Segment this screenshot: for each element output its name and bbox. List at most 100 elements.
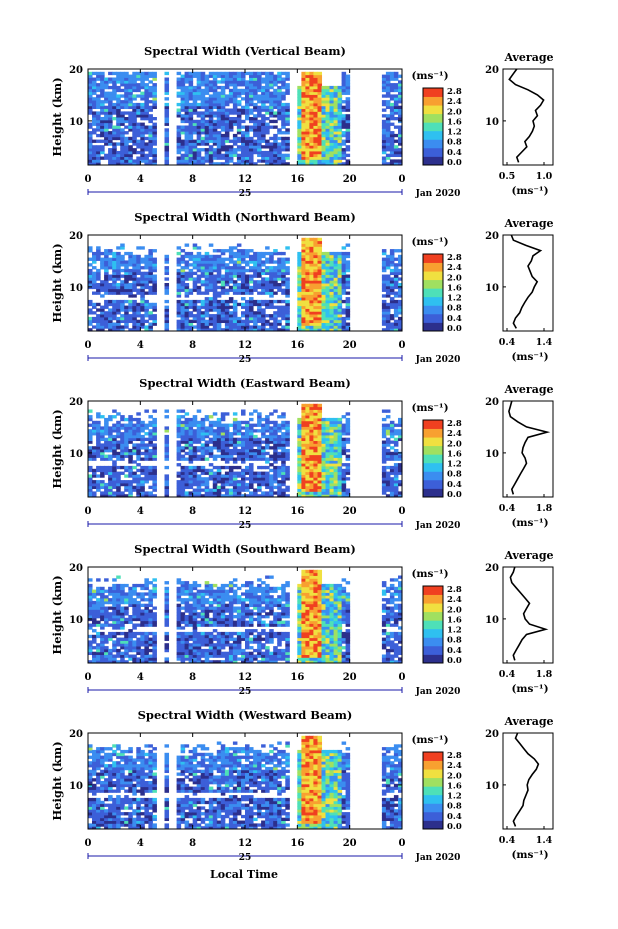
heatmap-cell (249, 125, 254, 129)
heatmap-cell (285, 325, 290, 329)
heatmap-cell (309, 88, 314, 93)
x-tick-label: 0 (85, 340, 92, 351)
heatmap-cell (381, 268, 387, 273)
heatmap-cell (329, 108, 335, 112)
heatmap-cell (228, 494, 234, 498)
heatmap-cell (140, 437, 145, 442)
heatmap-cell (140, 94, 145, 98)
heatmap-cell (393, 162, 399, 166)
heatmap-cell (212, 316, 218, 321)
heatmap-cell (241, 148, 246, 152)
heatmap-cell (281, 283, 286, 287)
heatmap-cell (269, 446, 274, 450)
heatmap-cell (241, 494, 246, 498)
heatmap-cell (385, 477, 391, 481)
heatmap-cell (200, 423, 206, 427)
heatmap-cell (285, 131, 290, 135)
heatmap-cell (180, 480, 186, 484)
heatmap-cell (345, 119, 351, 124)
heatmap-cell (184, 283, 190, 287)
heatmap-cell (313, 88, 318, 93)
heatmap-cell (257, 148, 262, 152)
heatmap-cell (140, 319, 145, 324)
heatmap-cell (245, 305, 250, 309)
heatmap-cell (393, 299, 399, 304)
heatmap-cell (188, 94, 194, 98)
heatmap-cell (269, 102, 274, 107)
heatmap-cell (140, 246, 145, 250)
heatmap-cell (136, 77, 141, 81)
heatmap-cell (228, 260, 234, 264)
heatmap-cell (108, 471, 113, 475)
heatmap-cell (261, 311, 266, 315)
heatmap-cell (132, 443, 137, 447)
heatmap-cell (273, 162, 278, 166)
heatmap-cell (200, 434, 206, 439)
heatmap-cell (196, 432, 202, 436)
heatmap-cell (309, 477, 314, 481)
heatmap-cell (100, 308, 105, 312)
heatmap-cell (297, 280, 302, 284)
heatmap-cell (329, 432, 335, 436)
heatmap-cell (329, 488, 335, 492)
heatmap-cell (116, 308, 121, 312)
heatmap-cell (188, 131, 194, 135)
heatmap-cell (216, 305, 222, 309)
heatmap-cell (249, 94, 254, 98)
heatmap-cell (257, 415, 262, 419)
heatmap-cell (128, 328, 133, 332)
heatmap-cell (200, 266, 206, 270)
heatmap-cell (285, 468, 290, 473)
heatmap-cell (176, 454, 182, 458)
heatmap-cell (184, 305, 190, 309)
heatmap-cell (277, 94, 282, 98)
heatmap-cell (317, 311, 323, 315)
heatmap-cell (325, 460, 331, 464)
heatmap-cell (333, 420, 339, 425)
heatmap-cell (180, 485, 186, 490)
heatmap-cell (241, 488, 246, 492)
heatmap-cell (325, 85, 331, 90)
heatmap-cell (257, 271, 262, 276)
heatmap-cell (341, 325, 347, 329)
heatmap-cell (313, 136, 318, 141)
heatmap-cell (92, 102, 97, 107)
heatmap-cell (253, 268, 258, 273)
heatmap-cell (245, 437, 250, 442)
heatmap-cell (261, 426, 266, 430)
heatmap-cell (329, 254, 335, 259)
heatmap-cell (297, 97, 302, 101)
heatmap-cell (176, 322, 182, 326)
heatmap-cell (124, 145, 129, 149)
heatmap-cell (333, 463, 339, 467)
heatmap-cell (241, 288, 246, 292)
heatmap-cell (136, 94, 141, 98)
heatmap-cell (148, 85, 153, 90)
heatmap-cell (224, 432, 230, 436)
heatmap-cell (329, 491, 335, 495)
heatmap-cell (100, 133, 105, 138)
heatmap-cell (281, 426, 286, 430)
heatmap-cell (88, 88, 93, 93)
heatmap-cell (220, 100, 226, 104)
heatmap-cell (381, 426, 387, 430)
heatmap-cell (196, 423, 202, 427)
heatmap-cell (313, 85, 318, 90)
heatmap-cell (196, 131, 202, 135)
heatmap-cell (305, 423, 310, 427)
heatmap-cell (96, 133, 101, 138)
heatmap-cell (224, 268, 230, 273)
heatmap-cell (241, 74, 246, 78)
heatmap-cell (389, 111, 395, 115)
heatmap-cell (96, 246, 101, 250)
heatmap-cell (313, 474, 318, 478)
heatmap-cell (204, 322, 210, 326)
heatmap-cell (212, 314, 218, 318)
heatmap-cell (232, 251, 238, 256)
y-tick-label: 10 (69, 449, 83, 460)
heatmap-cell (188, 108, 194, 112)
heatmap-cell (220, 114, 226, 118)
heatmap-cell (188, 83, 194, 87)
heatmap-cell (261, 446, 266, 450)
heatmap-cell (220, 94, 226, 98)
